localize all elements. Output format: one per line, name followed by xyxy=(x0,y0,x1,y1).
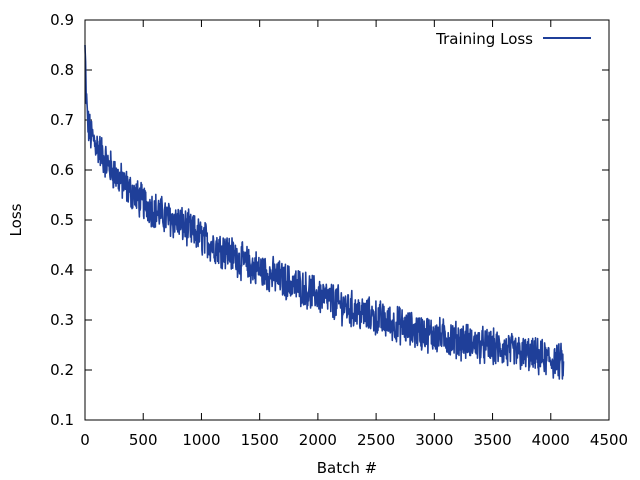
y-tick-label: 0.9 xyxy=(50,11,74,29)
x-tick-label: 4500 xyxy=(590,431,628,449)
series-layer xyxy=(84,44,565,380)
x-tick-label: 1500 xyxy=(241,431,279,449)
y-tick-label: 0.4 xyxy=(50,261,74,279)
x-tick-label: 500 xyxy=(129,431,158,449)
y-tick-label: 0.8 xyxy=(50,61,74,79)
y-tick-label: 0.5 xyxy=(50,211,74,229)
y-tick-label: 0.2 xyxy=(50,361,74,379)
x-tick-label: 0 xyxy=(80,431,90,449)
x-tick-label: 3000 xyxy=(415,431,453,449)
x-tick-label: 4000 xyxy=(532,431,570,449)
x-tick-label: 1000 xyxy=(182,431,220,449)
y-tick-label: 0.3 xyxy=(50,311,74,329)
plot-frame xyxy=(84,19,610,421)
x-tick-label: 2500 xyxy=(357,431,395,449)
y-axis-label: Loss xyxy=(7,203,25,236)
x-axis-label: Batch # xyxy=(317,459,377,477)
y-tick-label: 0.1 xyxy=(50,411,74,429)
y-tick-label: 0.7 xyxy=(50,111,74,129)
y-tick-label: 0.6 xyxy=(50,161,74,179)
legend: Training Loss xyxy=(435,30,591,48)
legend-label: Training Loss xyxy=(435,30,533,48)
training-loss-line xyxy=(84,44,565,380)
x-tick-label: 3500 xyxy=(473,431,511,449)
tick-labels-layer: 0 500 1000 1500 2000 2500 3000 3500 4000 4500 0.1 0… xyxy=(50,11,628,449)
x-tick-label: 2000 xyxy=(299,431,337,449)
